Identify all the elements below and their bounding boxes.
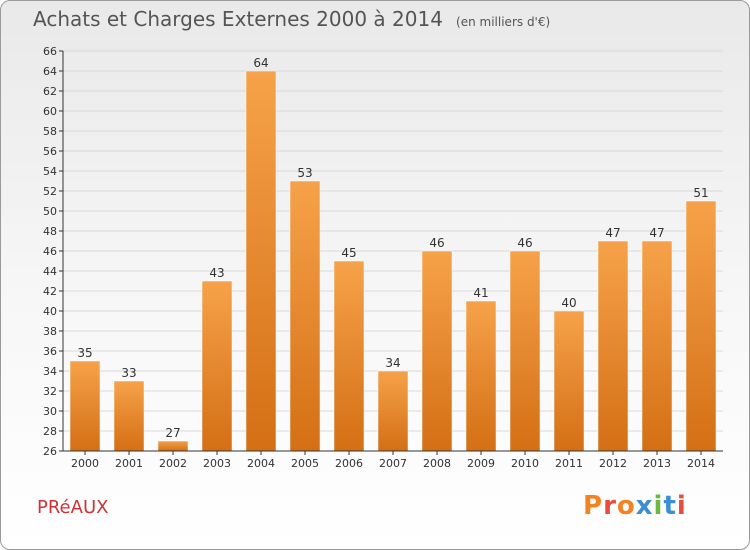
x-tick-label-2011: 2011 xyxy=(555,457,583,470)
chart-title-block: Achats et Charges Externes 2000 à 2014 (… xyxy=(33,7,550,31)
x-tick-label-2006: 2006 xyxy=(335,457,363,470)
y-tick-label: 40 xyxy=(43,305,57,318)
data-label-2008: 46 xyxy=(429,236,444,250)
logo-letter: i xyxy=(676,491,687,521)
x-tick-label-2000: 2000 xyxy=(71,457,99,470)
bar-2012 xyxy=(597,240,629,452)
bar-2000 xyxy=(69,360,101,452)
x-tick-label-2001: 2001 xyxy=(115,457,143,470)
bar-2014 xyxy=(685,200,717,452)
y-tick-label: 38 xyxy=(43,325,57,338)
data-label-2011: 40 xyxy=(561,296,576,310)
data-label-2003: 43 xyxy=(209,266,224,280)
x-tick-label-2010: 2010 xyxy=(511,457,539,470)
logo-letter: o xyxy=(616,491,636,521)
bar-2006 xyxy=(333,260,365,452)
data-label-2002: 27 xyxy=(165,426,180,440)
bar-2002 xyxy=(157,440,189,452)
y-tick-label: 44 xyxy=(43,265,57,278)
x-tick-label-2005: 2005 xyxy=(291,457,319,470)
data-label-2001: 33 xyxy=(121,366,136,380)
y-tick-label: 36 xyxy=(43,345,57,358)
bar-2013 xyxy=(641,240,673,452)
x-tick-label-2013: 2013 xyxy=(643,457,671,470)
bar-2010 xyxy=(509,250,541,452)
bar-2005 xyxy=(289,180,321,452)
commune-name: PRéAUX xyxy=(37,497,109,518)
data-label-2007: 34 xyxy=(385,356,400,370)
chart-title: Achats et Charges Externes 2000 à 2014 xyxy=(33,7,443,31)
data-label-2010: 46 xyxy=(517,236,532,250)
data-label-2013: 47 xyxy=(649,226,664,240)
y-tick-label: 54 xyxy=(43,165,57,178)
x-tick-label-2014: 2014 xyxy=(687,457,715,470)
proxiti-logo: Proxiti xyxy=(583,491,687,521)
bar-2009 xyxy=(465,300,497,452)
data-label-2005: 53 xyxy=(297,166,312,180)
logo-letter: r xyxy=(603,491,617,521)
bar-2003 xyxy=(201,280,233,452)
bar-2011 xyxy=(553,310,585,452)
data-label-2009: 41 xyxy=(473,286,488,300)
axes: 26 28 30 32 34 36 38 40 42 44 46 48 50 52 54 56 58 60 62 64… xyxy=(43,45,723,470)
bar-2001 xyxy=(113,380,145,452)
y-tick-label: 48 xyxy=(43,225,57,238)
bar-2007 xyxy=(377,370,409,452)
bar-2004 xyxy=(245,70,277,452)
bars xyxy=(69,70,717,452)
y-tick-label: 56 xyxy=(43,145,57,158)
logo-letter: i xyxy=(653,491,664,521)
y-tick-label: 50 xyxy=(43,205,57,218)
y-tick-label: 46 xyxy=(43,245,57,258)
y-tick-label: 32 xyxy=(43,385,57,398)
y-tick-label: 66 xyxy=(43,45,57,58)
bar-2008 xyxy=(421,250,453,452)
data-label-2006: 45 xyxy=(341,246,356,260)
logo-letter: t xyxy=(663,491,677,521)
x-tick-label-2003: 2003 xyxy=(203,457,231,470)
y-tick-label: 62 xyxy=(43,85,57,98)
data-label-2000: 35 xyxy=(77,346,92,360)
x-tick-label-2012: 2012 xyxy=(599,457,627,470)
chart-subtitle: (en milliers d'€) xyxy=(456,15,551,29)
y-tick-label: 30 xyxy=(43,405,57,418)
x-tick-label-2007: 2007 xyxy=(379,457,407,470)
logo-letter: P xyxy=(583,491,604,521)
logo-letter: x xyxy=(635,491,654,521)
y-tick-label: 28 xyxy=(43,425,57,438)
x-tick-label-2008: 2008 xyxy=(423,457,451,470)
y-tick-label: 60 xyxy=(43,105,57,118)
x-tick-label-2002: 2002 xyxy=(159,457,187,470)
y-tick-label: 58 xyxy=(43,125,57,138)
data-label-2004: 64 xyxy=(253,56,268,70)
y-tick-label: 52 xyxy=(43,185,57,198)
data-label-2012: 47 xyxy=(605,226,620,240)
y-tick-label: 34 xyxy=(43,365,57,378)
x-tick-label-2009: 2009 xyxy=(467,457,495,470)
y-tick-label: 26 xyxy=(43,445,57,458)
data-label-2014: 51 xyxy=(693,186,708,200)
x-tick-label-2004: 2004 xyxy=(247,457,275,470)
y-tick-label: 64 xyxy=(43,65,57,78)
y-tick-label: 42 xyxy=(43,285,57,298)
data-labels: 35 33 27 43 64 53 45 34 46 41 46 40 47 47 51 xyxy=(77,56,708,440)
